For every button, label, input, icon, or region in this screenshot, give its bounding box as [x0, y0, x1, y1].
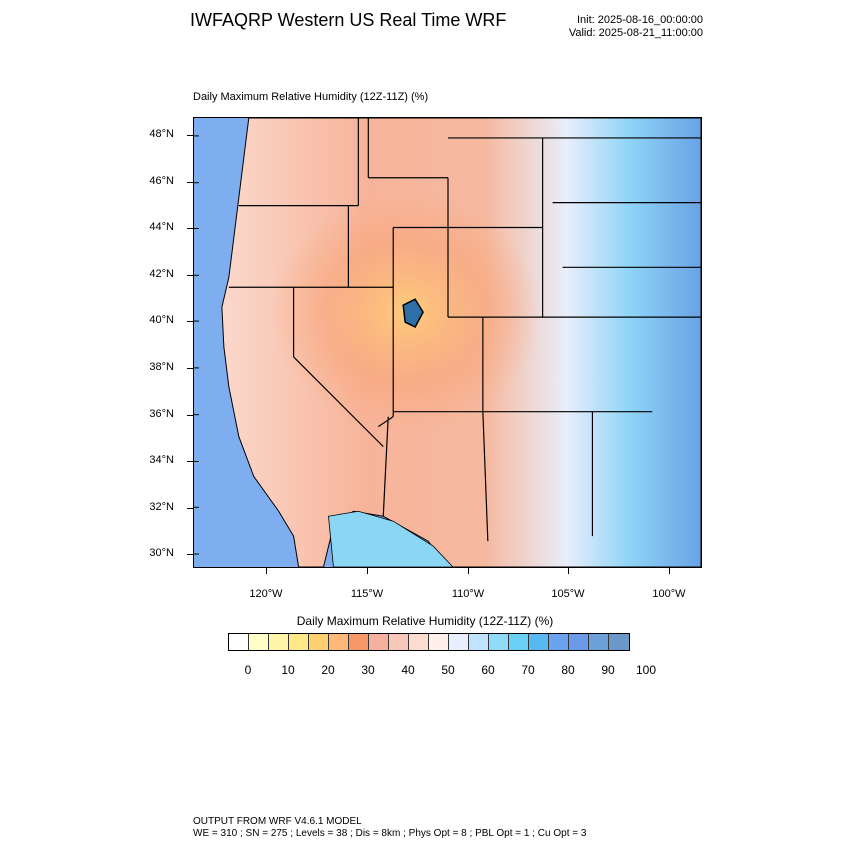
colorbar-swatch [589, 634, 609, 650]
axis-ticks-inner [194, 135, 199, 555]
colorbar-swatch [289, 634, 309, 650]
colorbar-swatch [449, 634, 469, 650]
great-salt-lake [402, 298, 424, 329]
colorbar [228, 633, 630, 651]
colorbar-label: 100 [635, 663, 657, 677]
lat-tick [187, 508, 193, 509]
lat-tick [187, 321, 193, 322]
colorbar-label: 20 [321, 663, 335, 677]
lat-tick [187, 275, 193, 276]
colorbar-swatch [489, 634, 509, 650]
colorbar-swatch [469, 634, 489, 650]
lon-tick [669, 568, 670, 574]
lat-label-32: 32°N [149, 501, 174, 513]
colorbar-label: 40 [401, 663, 415, 677]
lat-label-40: 40°N [149, 314, 174, 326]
colorbar-swatch [309, 634, 329, 650]
lon-label-120: 120°W [249, 588, 283, 600]
footer-config-line: WE = 310 ; SN = 275 ; Levels = 38 ; Dis … [193, 828, 587, 839]
main-title: IWFAQRP Western US Real Time WRF [190, 10, 507, 30]
dry-core [253, 177, 593, 477]
lat-label-30: 30°N [149, 547, 174, 559]
colorbar-label: 10 [281, 663, 295, 677]
lat-label-44: 44°N [149, 221, 174, 233]
colorbar-label: 80 [561, 663, 575, 677]
lon-label-100: 100°W [652, 588, 686, 600]
colorbar-swatch [369, 634, 389, 650]
colorbar-swatch [329, 634, 349, 650]
colorbar-label: 30 [361, 663, 375, 677]
lat-tick [187, 228, 193, 229]
lat-tick [187, 135, 193, 136]
lat-tick [187, 461, 193, 462]
plot-title: Daily Maximum Relative Humidity (12Z-11Z… [193, 91, 429, 103]
lon-label-110: 110°W [451, 588, 485, 600]
init-time: Init: 2025-08-16_00:00:00 [577, 14, 703, 26]
lat-label-42: 42°N [149, 268, 174, 280]
lat-label-38: 38°N [149, 361, 174, 373]
colorbar-swatch [549, 634, 569, 650]
lon-label-115: 115°W [350, 588, 384, 600]
lat-label-46: 46°N [149, 175, 174, 187]
lon-tick [266, 568, 267, 574]
lat-label-48: 48°N [149, 128, 174, 140]
colorbar-swatch [529, 634, 549, 650]
mexico-land [328, 510, 454, 567]
colorbar-swatch [429, 634, 449, 650]
humidity-map [194, 118, 701, 567]
colorbar-swatch [409, 634, 429, 650]
lat-label-34: 34°N [149, 454, 174, 466]
colorbar-label: 50 [441, 663, 455, 677]
colorbar-label: 60 [481, 663, 495, 677]
lat-tick [187, 415, 193, 416]
colorbar-swatch [389, 634, 409, 650]
colorbar-label: 90 [601, 663, 615, 677]
colorbar-swatch [249, 634, 269, 650]
colorbar-swatch [229, 634, 249, 650]
state-boundaries [228, 118, 701, 542]
lat-tick [187, 182, 193, 183]
colorbar-title: Daily Maximum Relative Humidity (12Z-11Z… [296, 614, 554, 628]
map-panel [193, 117, 702, 568]
lon-tick [367, 568, 368, 574]
valid-time: Valid: 2025-08-21_11:00:00 [568, 27, 703, 39]
colorbar-swatch [569, 634, 589, 650]
lon-tick [568, 568, 569, 574]
footer-model-line: OUTPUT FROM WRF V4.6.1 MODEL [193, 816, 362, 827]
lat-tick [187, 554, 193, 555]
colorbar-swatch [509, 634, 529, 650]
lon-label-105: 105°W [551, 588, 585, 600]
colorbar-label: 0 [244, 663, 252, 677]
lat-label-36: 36°N [149, 408, 174, 420]
colorbar-swatch [269, 634, 289, 650]
colorbar-label: 70 [521, 663, 535, 677]
lon-tick [468, 568, 469, 574]
colorbar-swatch [609, 634, 629, 650]
colorbar-swatch [349, 634, 369, 650]
lat-tick [187, 368, 193, 369]
